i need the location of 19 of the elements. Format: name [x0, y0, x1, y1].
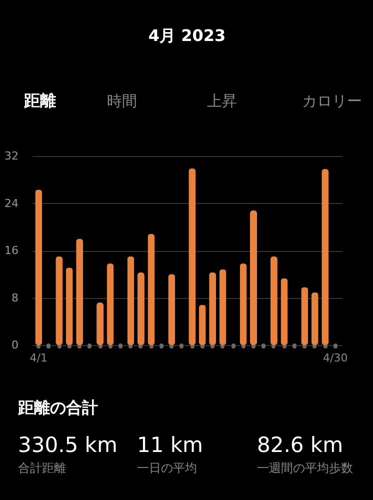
x-tick-label: 4/30 — [323, 352, 348, 364]
y-tick-label: 32 — [4, 150, 18, 162]
text: 上昇 — [207, 92, 237, 110]
text: 時間 — [107, 92, 137, 110]
text: 11 km — [137, 433, 204, 457]
text: カロリー — [302, 92, 362, 110]
text: 距離 — [23, 91, 56, 110]
y-tick-label: 24 — [4, 196, 18, 210]
text: 330.5 km — [18, 433, 118, 457]
text: 82.6 km — [257, 433, 344, 457]
text: 合計距離 — [18, 461, 66, 475]
x-tick-label: 4/1 — [30, 352, 48, 364]
text: 距離の合計 — [17, 398, 98, 417]
y-tick-label: 8 — [12, 291, 18, 304]
text: 一日の平均 — [137, 461, 197, 475]
y-tick-label: 16 — [4, 244, 18, 257]
chart-title: 4月 2023 — [148, 26, 226, 45]
text: 一週間の平均歩数 — [257, 461, 353, 475]
y-tick-label: 0 — [12, 338, 18, 352]
